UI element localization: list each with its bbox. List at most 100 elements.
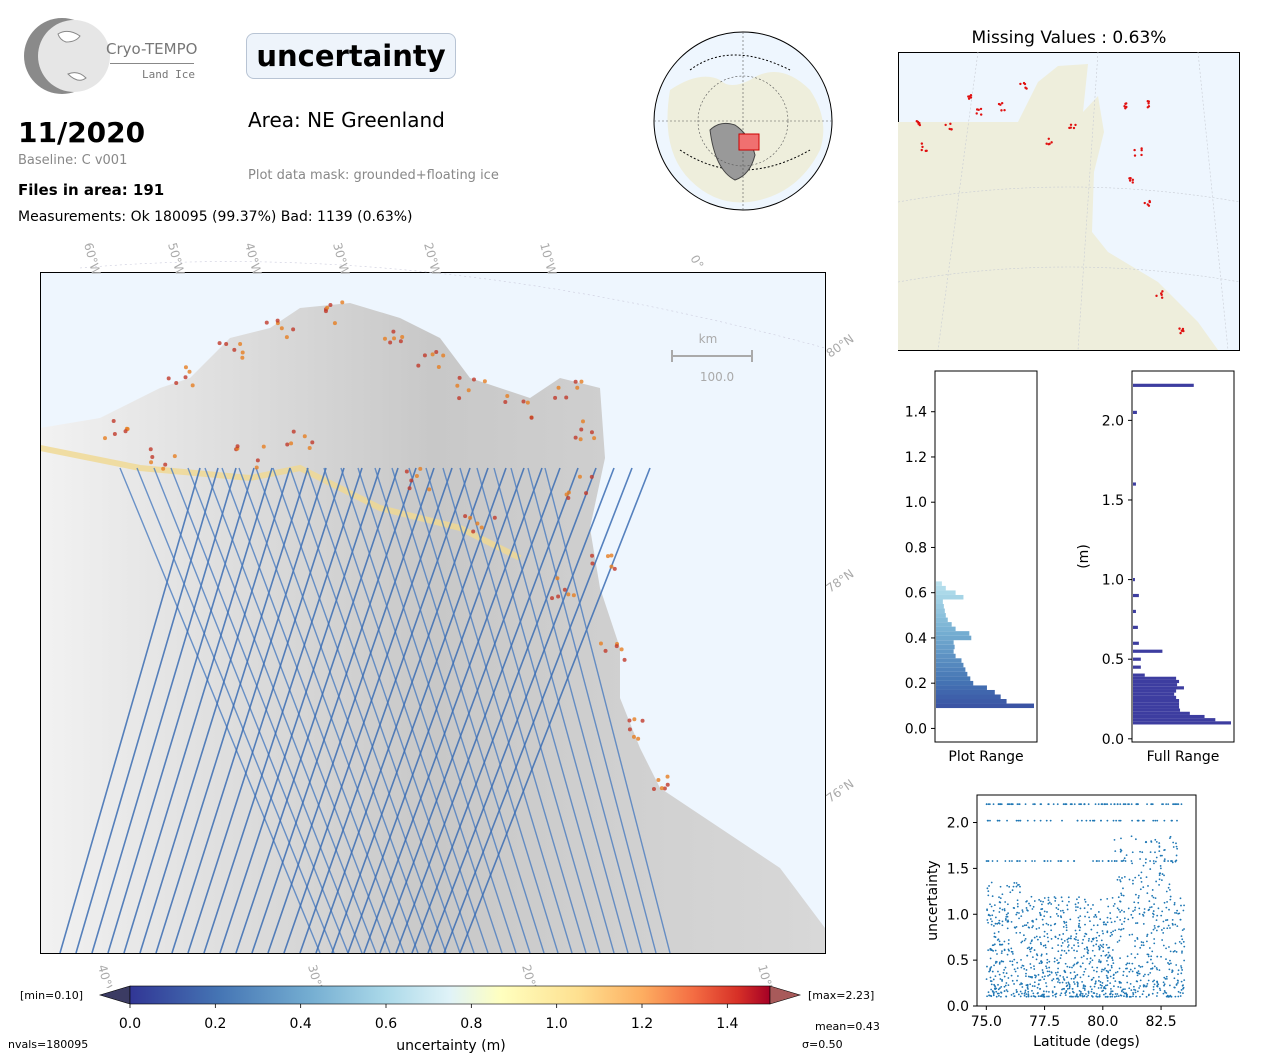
scatter-point — [1121, 860, 1124, 862]
scatter-point — [1076, 950, 1078, 953]
scatter-point — [1057, 981, 1059, 983]
scatter-point — [1150, 968, 1152, 970]
scatter-point — [1013, 995, 1016, 998]
scatter-point — [1075, 909, 1077, 912]
histogram-bar — [1133, 721, 1231, 725]
scatter-point — [1134, 906, 1137, 909]
missing-point — [1148, 199, 1151, 203]
scatter-point — [1163, 858, 1166, 861]
scatter-point — [1076, 984, 1079, 986]
colorbar-min-label: [min=0.10] — [20, 989, 83, 1002]
scatter-point — [1033, 819, 1036, 822]
track-line — [139, 467, 291, 953]
uncertainty-point — [275, 318, 280, 323]
scatter-point — [1011, 951, 1014, 953]
scatter-point — [1102, 921, 1105, 924]
histogram-bar — [936, 676, 971, 681]
scatter-point — [1008, 860, 1011, 862]
scatter-point — [1137, 819, 1140, 822]
uncertainty-point — [279, 326, 284, 331]
histogram-bar — [936, 644, 955, 650]
scatter-point — [1163, 874, 1165, 877]
scatter-point — [1063, 922, 1066, 924]
scatter-point — [1158, 842, 1161, 844]
scatter-point — [1022, 934, 1025, 937]
scatter-point — [1147, 955, 1150, 958]
scatter-point — [1007, 920, 1010, 923]
scatter-point — [1084, 915, 1086, 918]
scatter-point — [1037, 992, 1039, 994]
baseline-label: Baseline: C v001 — [18, 153, 128, 168]
scatter-point — [1168, 984, 1171, 987]
scatter-y-label: 1.5 — [947, 861, 969, 877]
scatter-point — [1081, 942, 1084, 945]
scatter-point — [1091, 959, 1094, 962]
scatter-point — [1083, 898, 1086, 901]
scatter-point — [1076, 973, 1079, 976]
scatter-point — [1122, 927, 1125, 930]
missing-point — [1147, 204, 1151, 207]
scatter-point — [1034, 976, 1037, 979]
scatter-point — [1068, 966, 1071, 969]
scatter-point — [1055, 912, 1058, 915]
uncertainty-point — [632, 717, 637, 722]
histogram-bar — [1133, 718, 1216, 722]
missing-point — [1003, 108, 1006, 112]
mask-label: Plot data mask: grounded+floating ice — [248, 168, 499, 183]
uncertainty-point — [492, 515, 497, 520]
scatter-point — [1103, 923, 1105, 926]
histogram-bar — [936, 613, 946, 618]
scatter-point — [992, 994, 995, 997]
scatter-point — [1098, 948, 1101, 951]
scatter-point — [990, 881, 993, 884]
scatter-point — [1165, 919, 1167, 922]
scatter-point — [1153, 965, 1156, 968]
uncertainty-point — [475, 521, 480, 526]
scatter-point — [1181, 951, 1183, 954]
scatter-point — [1072, 964, 1075, 967]
scatter-point — [987, 949, 990, 952]
scatter-point — [1073, 963, 1076, 966]
scatter-point — [993, 964, 995, 967]
scatter-point — [1026, 921, 1029, 924]
scatter-point — [1181, 938, 1184, 941]
scatter-point — [1028, 946, 1030, 949]
scatter-point — [1042, 900, 1045, 903]
scatter-point — [1097, 979, 1100, 982]
scatter-point — [1112, 930, 1114, 933]
scatter-point — [1163, 860, 1166, 862]
scatter-point — [1043, 993, 1045, 996]
track-line — [267, 467, 435, 953]
scatter-point — [1089, 985, 1092, 988]
scatter-point — [998, 961, 1001, 964]
scatter-point — [1100, 986, 1103, 989]
scatter-point — [1054, 936, 1057, 939]
measurements-label: Measurements: Ok 180095 (99.37%) Bad: 11… — [18, 209, 413, 225]
longitude-label: 50°W — [165, 241, 187, 277]
scatter-point — [1175, 845, 1178, 848]
scatter-points — [985, 803, 1186, 998]
scatter-point — [1055, 973, 1058, 976]
scatter-point — [1104, 984, 1107, 987]
missing-point — [967, 97, 971, 100]
missing-point — [1161, 290, 1164, 293]
uncertainty-point — [468, 515, 473, 520]
uncertainty-point — [148, 447, 153, 452]
scatter-point — [1162, 920, 1165, 923]
histogram-bar — [1133, 383, 1194, 387]
scatter-point — [1125, 854, 1128, 856]
uncertainty-point — [503, 399, 508, 404]
scatter-point — [1048, 901, 1051, 904]
scatter-point — [1129, 968, 1132, 971]
scatter-point — [1112, 819, 1115, 822]
scatter-point — [1054, 897, 1057, 900]
uncertainty-point — [627, 718, 632, 723]
scatter-point — [1023, 994, 1026, 997]
scatter-point — [1104, 992, 1107, 995]
scatter-point — [1001, 908, 1004, 911]
scatter-point — [1153, 924, 1156, 927]
scatter-point — [1122, 991, 1125, 994]
scatter-point — [1003, 909, 1006, 912]
scatter-point — [1067, 981, 1070, 984]
longitude-label: 30°W — [330, 241, 352, 277]
